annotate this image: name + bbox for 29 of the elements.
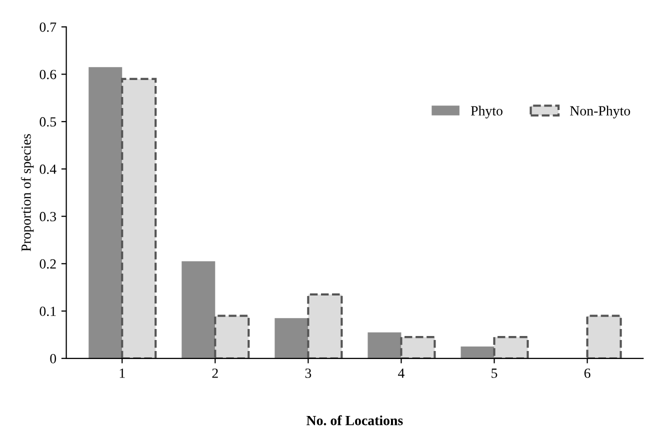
y-tick-label: 0.3 xyxy=(40,212,56,222)
bar xyxy=(460,346,494,358)
bar xyxy=(182,261,216,358)
y-tick-label: 0.2 xyxy=(40,259,56,269)
bar xyxy=(368,332,402,358)
y-axis-title: Proportion of species xyxy=(20,134,34,252)
legend-label: Phyto xyxy=(470,106,502,118)
x-tick-label: 6 xyxy=(584,368,590,378)
y-tick-label: 0.4 xyxy=(40,164,56,174)
bar xyxy=(586,314,622,358)
y-tick-label: 0.6 xyxy=(40,70,56,80)
x-tick-label: 2 xyxy=(212,368,218,378)
bar xyxy=(274,318,308,358)
y-tick-label: 0.1 xyxy=(40,306,56,316)
bar xyxy=(307,293,343,358)
x-tick-label: 5 xyxy=(492,368,498,378)
bar xyxy=(214,314,250,358)
legend-label: Non-Phyto xyxy=(570,106,630,118)
bar xyxy=(493,336,529,358)
x-tick-label: 4 xyxy=(398,368,404,378)
x-tick-label: 1 xyxy=(120,368,125,378)
x-tick-label: 3 xyxy=(305,368,312,378)
x-axis-title: No. of Locations xyxy=(306,415,403,426)
y-tick-label: 0.5 xyxy=(40,117,56,127)
y-tick-label: 0.7 xyxy=(40,22,56,32)
bar xyxy=(88,67,122,358)
bar xyxy=(121,78,157,358)
y-tick-label: 0 xyxy=(50,354,56,364)
bar xyxy=(400,336,436,358)
